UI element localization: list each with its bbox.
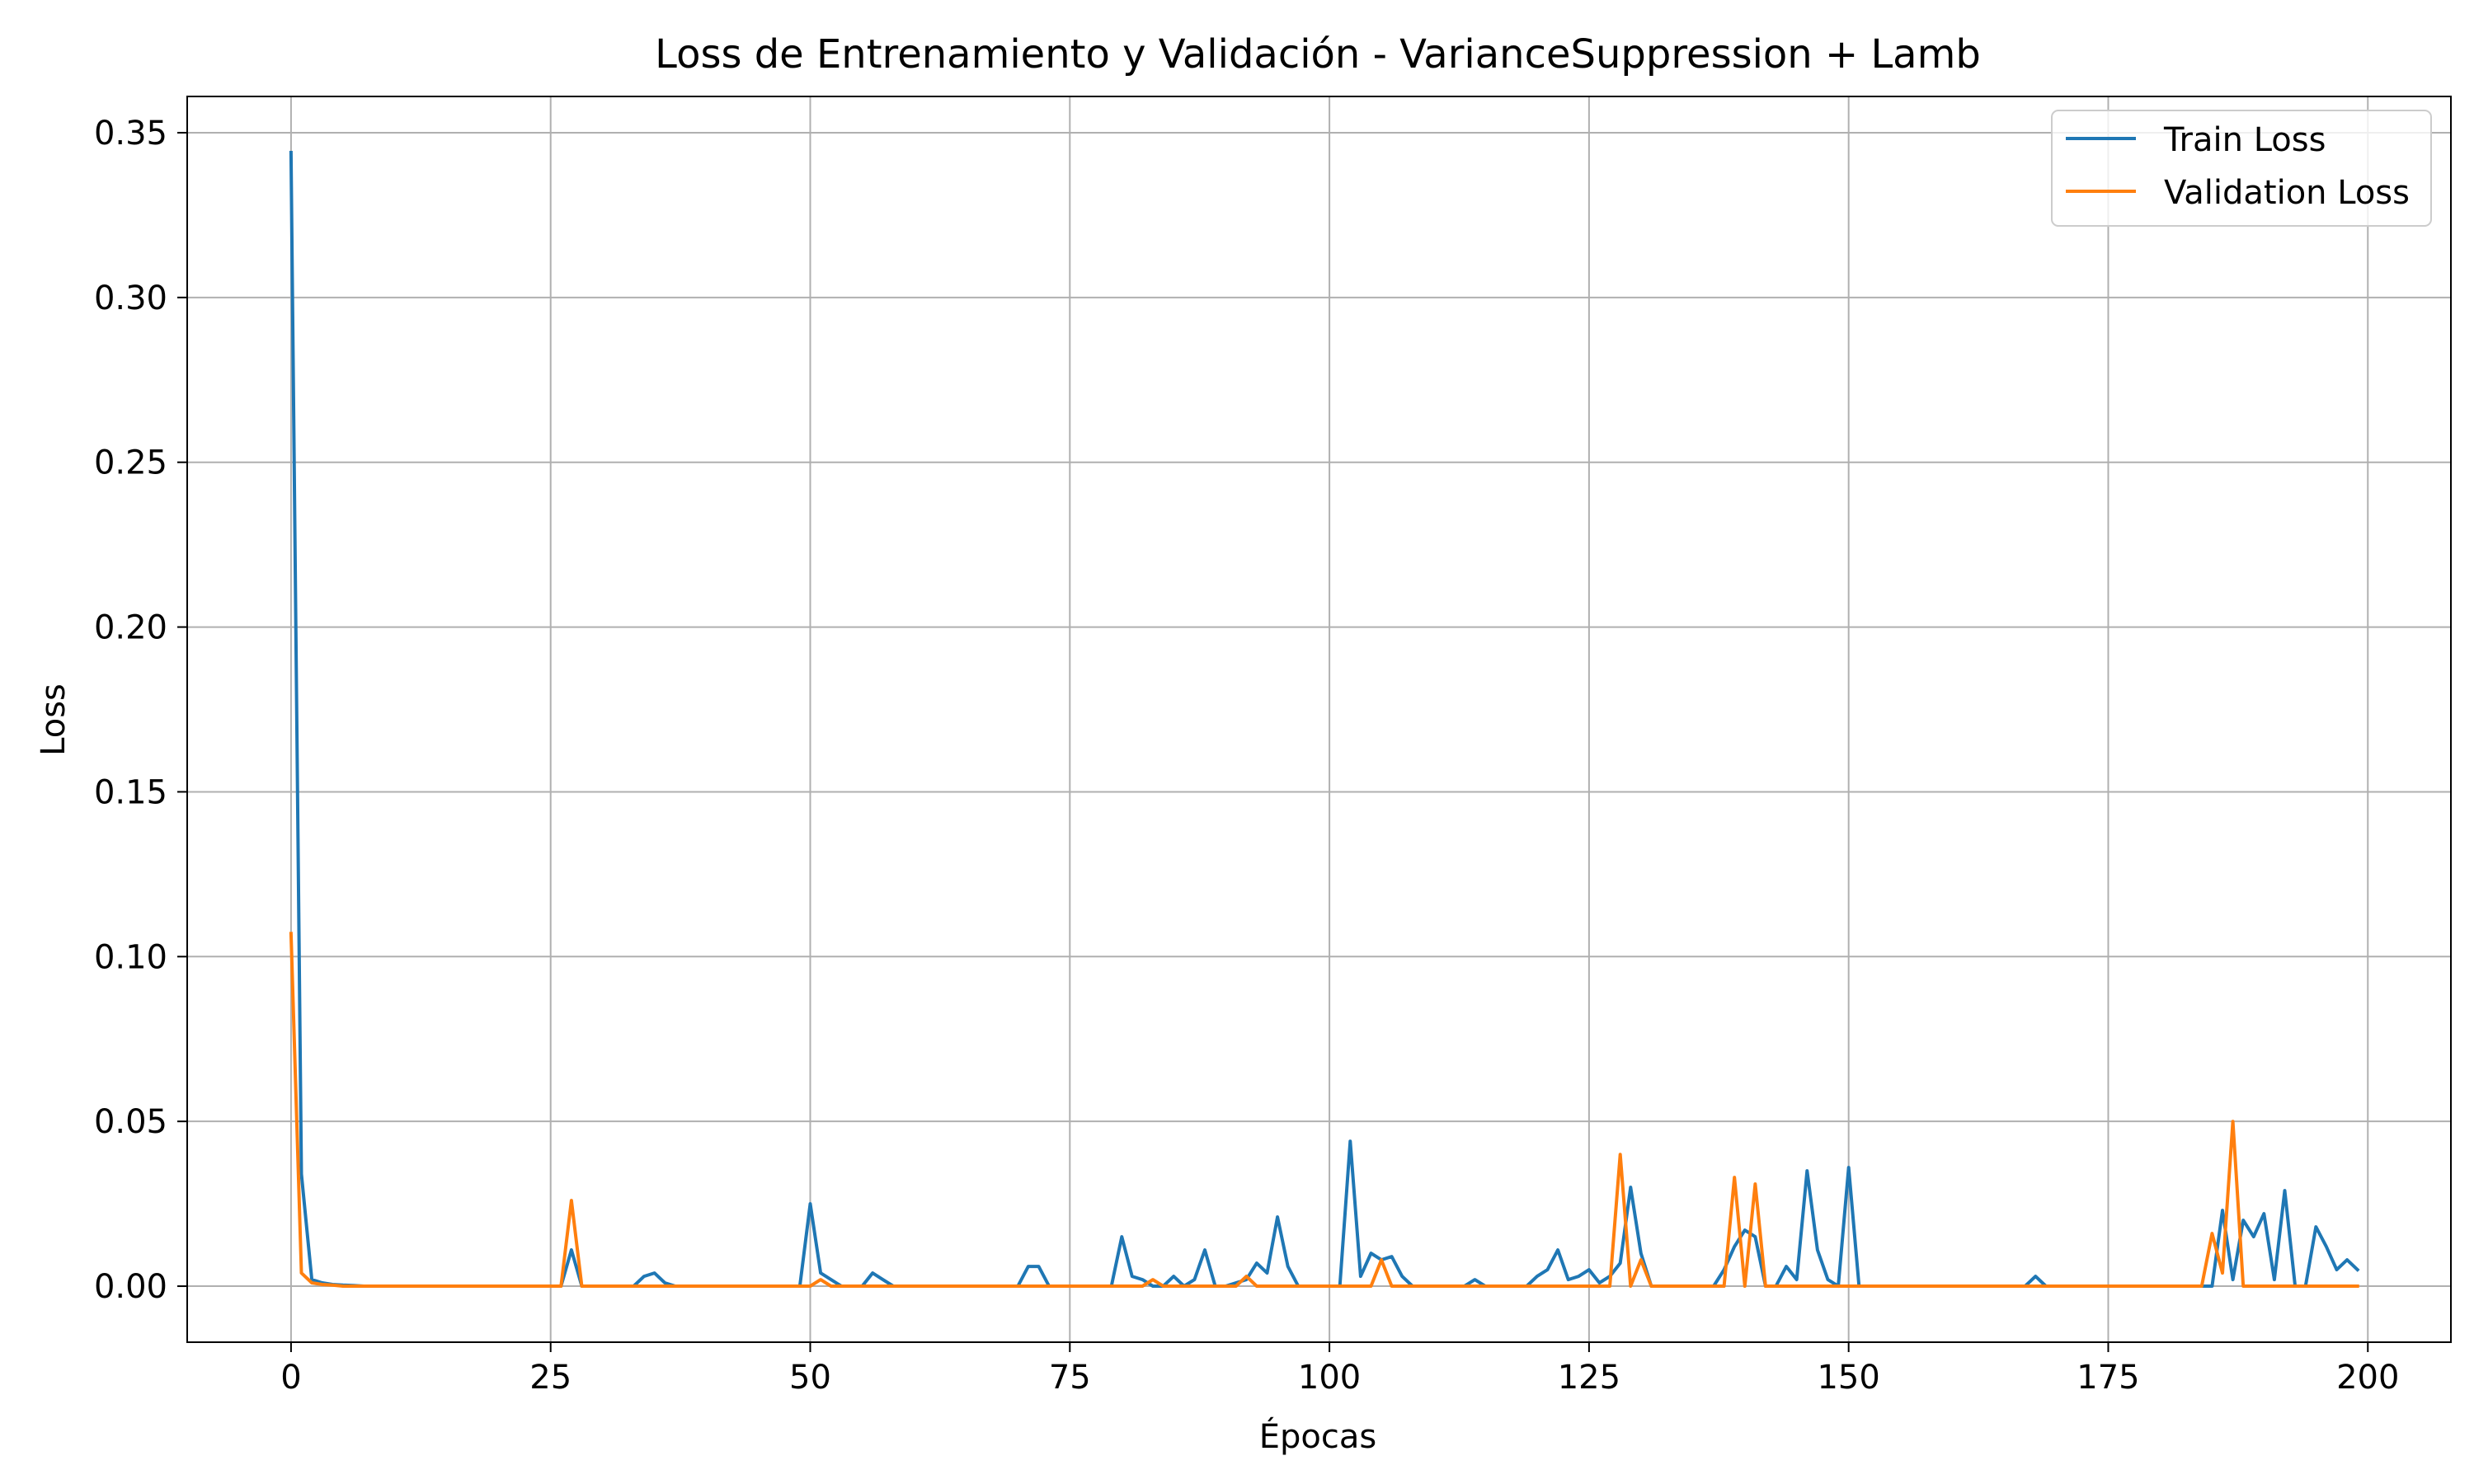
y-tick-label: 0.20 bbox=[94, 609, 167, 647]
y-tick-label: 0.15 bbox=[94, 773, 167, 811]
chart-title: Loss de Entrenamiento y Validación - Var… bbox=[655, 31, 1981, 77]
legend-label-validation-loss: Validation Loss bbox=[2164, 174, 2410, 212]
series-line-validation-loss bbox=[289, 932, 2359, 1288]
axis-ticks: 0 25 50 75 100 125 150 175 200 0.00 0.05 0.10 0.15 0.… bbox=[94, 115, 2400, 1397]
plot-lines bbox=[289, 150, 2360, 1288]
x-axis-label: Épocas bbox=[1259, 1416, 1376, 1456]
x-tick-label: 175 bbox=[2077, 1359, 2139, 1397]
x-tick-label: 200 bbox=[2336, 1359, 2399, 1397]
y-tick-label: 0.30 bbox=[94, 279, 167, 317]
x-tick-label: 75 bbox=[1049, 1359, 1091, 1397]
y-tick-label: 0.10 bbox=[94, 938, 167, 976]
x-tick-label: 125 bbox=[1558, 1359, 1620, 1397]
x-tick-label: 50 bbox=[789, 1359, 831, 1397]
legend-label-train-loss: Train Loss bbox=[2163, 121, 2326, 159]
x-tick-label: 0 bbox=[280, 1359, 301, 1397]
x-tick-label: 25 bbox=[529, 1359, 571, 1397]
y-tick-label: 0.00 bbox=[94, 1268, 167, 1306]
x-tick-label: 150 bbox=[1817, 1359, 1879, 1397]
x-tick-label: 100 bbox=[1298, 1359, 1361, 1397]
y-tick-label: 0.05 bbox=[94, 1103, 167, 1141]
y-tick-label: 0.25 bbox=[94, 444, 167, 482]
legend-box bbox=[2051, 110, 2432, 227]
y-tick-label: 0.35 bbox=[94, 115, 167, 153]
y-axis-label: Loss bbox=[35, 683, 73, 756]
legend: Train Loss Validation Loss bbox=[2051, 110, 2432, 227]
plot-area-frame bbox=[186, 96, 2452, 1343]
